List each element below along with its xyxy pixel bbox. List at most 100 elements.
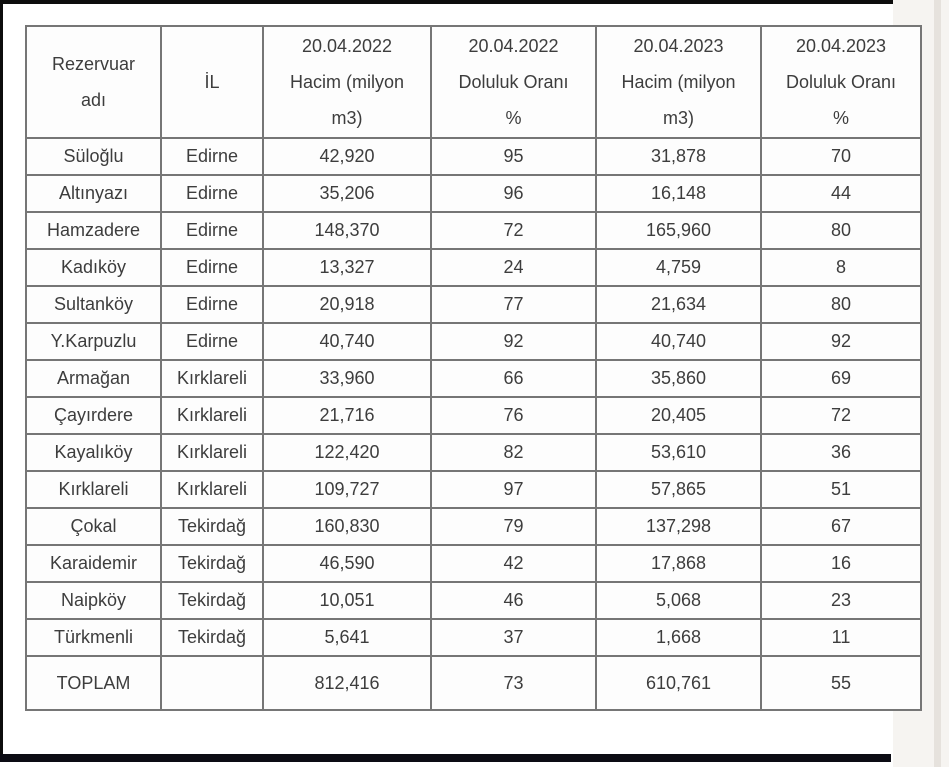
frame-left-border: [0, 0, 3, 762]
table-cell: Çokal: [25, 507, 162, 546]
table-cell: Kırklareli: [160, 470, 264, 509]
table-cell: 4,759: [595, 248, 762, 287]
table-cell: Hamzadere: [25, 211, 162, 250]
table-row: Çayırdere Kırklareli 21,716 76 20,405 72: [25, 396, 922, 435]
table-cell: 16,148: [595, 174, 762, 213]
table-row: Armağan Kırklareli 33,960 66 35,860 69: [25, 359, 922, 398]
table-cell: 109,727: [262, 470, 432, 509]
table-cell: 5,641: [262, 618, 432, 657]
table-cell: 37: [430, 618, 597, 657]
table-body: Süloğlu Edirne 42,920 95 31,878 70 Altınyazı Ed…: [25, 137, 922, 711]
table-cell: 148,370: [262, 211, 432, 250]
table-cell: 11: [760, 618, 922, 657]
table-cell: Süloğlu: [25, 137, 162, 176]
table-cell: 20,405: [595, 396, 762, 435]
reservoir-data-table: Rezervuar adı İL 20.04.2022 Hacim (milyon …: [25, 25, 922, 711]
table-cell: 165,960: [595, 211, 762, 250]
header-cell-5: 20.04.2023 Doluluk Oranı %: [760, 25, 922, 139]
header-cell-2: 20.04.2022 Hacim (milyon m3): [262, 25, 432, 139]
table-cell: 122,420: [262, 433, 432, 472]
table-cell: Naipköy: [25, 581, 162, 620]
table-cell: 72: [760, 396, 922, 435]
table-cell: 95: [430, 137, 597, 176]
table-cell: 92: [760, 322, 922, 361]
table-cell: 17,868: [595, 544, 762, 583]
table-cell: Edirne: [160, 285, 264, 324]
table-row: Sultanköy Edirne 20,918 77 21,634 80: [25, 285, 922, 324]
frame-bottom-border: [0, 754, 891, 762]
table-cell: 23: [760, 581, 922, 620]
table-cell: Tekirdağ: [160, 507, 264, 546]
table-cell: 5,068: [595, 581, 762, 620]
table-cell: Edirne: [160, 211, 264, 250]
table-cell: 80: [760, 285, 922, 324]
table-cell: 42: [430, 544, 597, 583]
total-value-cell: 610,761: [595, 655, 762, 711]
table-cell: Edirne: [160, 137, 264, 176]
table-row: Kadıköy Edirne 13,327 24 4,759 8: [25, 248, 922, 287]
table-cell: 36: [760, 433, 922, 472]
table-cell: Çayırdere: [25, 396, 162, 435]
table-row: Hamzadere Edirne 148,370 72 165,960 80: [25, 211, 922, 250]
total-value-cell: 812,416: [262, 655, 432, 711]
table-cell: 46,590: [262, 544, 432, 583]
table-cell: 35,860: [595, 359, 762, 398]
table-cell: 10,051: [262, 581, 432, 620]
table-cell: Kayalıköy: [25, 433, 162, 472]
table-cell: Edirne: [160, 322, 264, 361]
table-cell: 69: [760, 359, 922, 398]
table-cell: 21,716: [262, 396, 432, 435]
table-cell: 53,610: [595, 433, 762, 472]
table-cell: Kırklareli: [160, 359, 264, 398]
table-cell: 137,298: [595, 507, 762, 546]
table-cell: 97: [430, 470, 597, 509]
page-edge-stripe: [934, 0, 941, 767]
table-row: Altınyazı Edirne 35,206 96 16,148 44: [25, 174, 922, 213]
table-cell: 46: [430, 581, 597, 620]
table-row: Kayalıköy Kırklareli 122,420 82 53,610 36: [25, 433, 922, 472]
table-cell: Altınyazı: [25, 174, 162, 213]
table-header-row: Rezervuar adı İL 20.04.2022 Hacim (milyon …: [25, 25, 922, 139]
table-cell: 160,830: [262, 507, 432, 546]
table-cell: 40,740: [595, 322, 762, 361]
table-cell: 40,740: [262, 322, 432, 361]
table-cell: Edirne: [160, 174, 264, 213]
total-value-cell: [160, 655, 264, 711]
header-cell-1: İL: [160, 25, 264, 139]
table-cell: 76: [430, 396, 597, 435]
header-cell-0: Rezervuar adı: [25, 25, 162, 139]
table-cell: 79: [430, 507, 597, 546]
table-cell: 72: [430, 211, 597, 250]
table-cell: 33,960: [262, 359, 432, 398]
table-row: Naipköy Tekirdağ 10,051 46 5,068 23: [25, 581, 922, 620]
table-cell: 21,634: [595, 285, 762, 324]
header-cell-3: 20.04.2022 Doluluk Oranı %: [430, 25, 597, 139]
table-cell: 82: [430, 433, 597, 472]
table-cell: Sultanköy: [25, 285, 162, 324]
table-cell: 16: [760, 544, 922, 583]
table-cell: 13,327: [262, 248, 432, 287]
table-cell: Tekirdağ: [160, 618, 264, 657]
table-cell: 1,668: [595, 618, 762, 657]
table-cell: Armağan: [25, 359, 162, 398]
table-cell: 57,865: [595, 470, 762, 509]
table-cell: 96: [430, 174, 597, 213]
table-cell: Türkmenli: [25, 618, 162, 657]
table-cell: 24: [430, 248, 597, 287]
table-cell: 31,878: [595, 137, 762, 176]
table-cell: 67: [760, 507, 922, 546]
table-cell: 42,920: [262, 137, 432, 176]
table-cell: Kırklareli: [160, 433, 264, 472]
total-label-cell: TOPLAM: [25, 655, 162, 711]
table-cell: Tekirdağ: [160, 581, 264, 620]
table-cell: Kırklareli: [25, 470, 162, 509]
total-value-cell: 55: [760, 655, 922, 711]
table-total-row: TOPLAM 812,416 73 610,761 55: [25, 655, 922, 711]
table-cell: Edirne: [160, 248, 264, 287]
header-cell-4: 20.04.2023 Hacim (milyon m3): [595, 25, 762, 139]
table-row: Y.Karpuzlu Edirne 40,740 92 40,740 92: [25, 322, 922, 361]
frame-top-border: [0, 0, 893, 4]
table-cell: 8: [760, 248, 922, 287]
table-cell: Karaidemir: [25, 544, 162, 583]
